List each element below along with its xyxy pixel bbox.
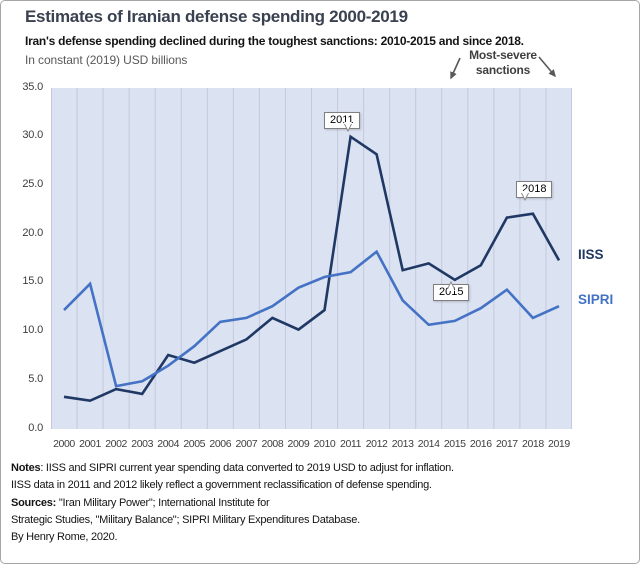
- legend-label-iiss: IISS: [578, 247, 604, 262]
- x-tick-label: 2018: [522, 438, 544, 450]
- sources-line-1: Sources: "Iran Military Power"; Internat…: [11, 495, 454, 512]
- sources-text: "Iran Military Power"; International Ins…: [56, 496, 270, 509]
- y-tick-label: 15.0: [22, 275, 43, 288]
- x-tick-label: 2002: [105, 438, 127, 450]
- x-tick-label: 2006: [209, 438, 232, 450]
- x-tick-label: 2019: [548, 438, 570, 450]
- sources-line-2: Strategic Studies, "Military Balance"; S…: [11, 513, 360, 526]
- series-line-sipri: [63, 249, 560, 388]
- y-tick-label: 0.0: [28, 421, 43, 434]
- x-tick-label: 2009: [287, 438, 310, 450]
- y-tick-label: 25.0: [22, 177, 43, 190]
- series-lines: [63, 134, 561, 403]
- units-label: In constant (2019) USD billions: [25, 53, 188, 67]
- sanctions-annotation-line2: sanctions: [475, 63, 531, 77]
- sanctions-annotation: Most-severe sanctions: [453, 48, 553, 78]
- x-tick-label: 2010: [313, 438, 336, 450]
- x-tick-label: 2014: [417, 438, 440, 450]
- x-tick-label: 2003: [131, 438, 154, 450]
- y-tick-label: 30.0: [22, 129, 43, 142]
- x-tick-label: 2005: [183, 438, 206, 450]
- x-tick-label: 2013: [391, 438, 414, 450]
- notes-text: : IISS and SIPRI current year spending d…: [40, 462, 454, 474]
- x-tick-label: 2015: [443, 438, 466, 450]
- callout-2011: 2011: [324, 112, 360, 132]
- x-tick-label: 2011: [340, 438, 362, 450]
- y-tick-label: 5.0: [28, 372, 43, 385]
- notes-block: Notes: IISS and SIPRI current year spend…: [11, 460, 454, 546]
- chart-subtitle: Iran's defense spending declined during …: [25, 34, 524, 48]
- x-tick-label: 2016: [469, 438, 492, 450]
- series-line-iiss: [63, 134, 561, 403]
- callout-2015: 2015: [433, 281, 470, 301]
- notes-line-2: IISS data in 2011 and 2012 likely reflec…: [11, 479, 432, 492]
- sources-label: Sources:: [11, 496, 57, 509]
- sanctions-annotation-line1: Most-severe: [469, 48, 537, 62]
- x-tick-label: 2012: [365, 438, 388, 450]
- x-tick-label: 2017: [495, 438, 518, 450]
- x-tick-label: 2007: [235, 438, 258, 450]
- x-tick-label: 2004: [157, 438, 180, 450]
- x-tick-label: 2008: [261, 438, 284, 450]
- y-tick-label: 35.0: [22, 80, 43, 93]
- vertical-gridlines: [51, 88, 572, 429]
- chart-title: Estimates of Iranian defense spending 20…: [25, 7, 408, 26]
- plot-area: [51, 88, 572, 429]
- legend-label-sipri: SIPRI: [578, 292, 614, 307]
- x-tick-label: 2000: [53, 438, 75, 450]
- notes-line-1: Notes: IISS and SIPRI current year spend…: [11, 460, 454, 477]
- y-tick-label: 10.0: [22, 324, 43, 337]
- byline: By Henry Rome, 2020.: [11, 531, 118, 544]
- x-tick-label: 2001: [79, 438, 101, 450]
- notes-label: Notes: [11, 462, 41, 474]
- callout-2018: 2018: [516, 181, 553, 201]
- y-tick-label: 20.0: [22, 226, 43, 239]
